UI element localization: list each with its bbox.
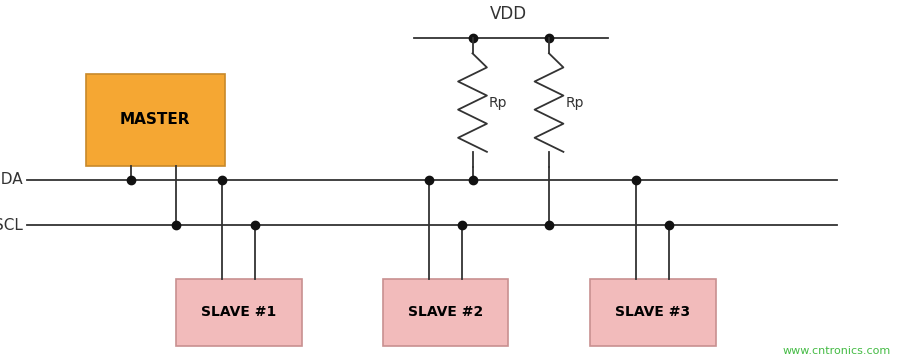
Text: SLAVE #2: SLAVE #2 [408, 305, 483, 319]
Bar [176, 279, 302, 346]
Text: MASTER: MASTER [120, 112, 191, 127]
Text: SLAVE #3: SLAVE #3 [615, 305, 690, 319]
Text: Rp: Rp [489, 96, 508, 109]
Text: SDA: SDA [0, 172, 22, 188]
Text: SCL: SCL [0, 217, 22, 233]
Bar [86, 74, 225, 166]
Bar [590, 279, 716, 346]
Text: VDD: VDD [490, 5, 527, 23]
Bar [382, 279, 508, 346]
Text: www.cntronics.com: www.cntronics.com [783, 346, 891, 356]
Text: SLAVE #1: SLAVE #1 [201, 305, 276, 319]
Text: Rp: Rp [565, 96, 584, 109]
